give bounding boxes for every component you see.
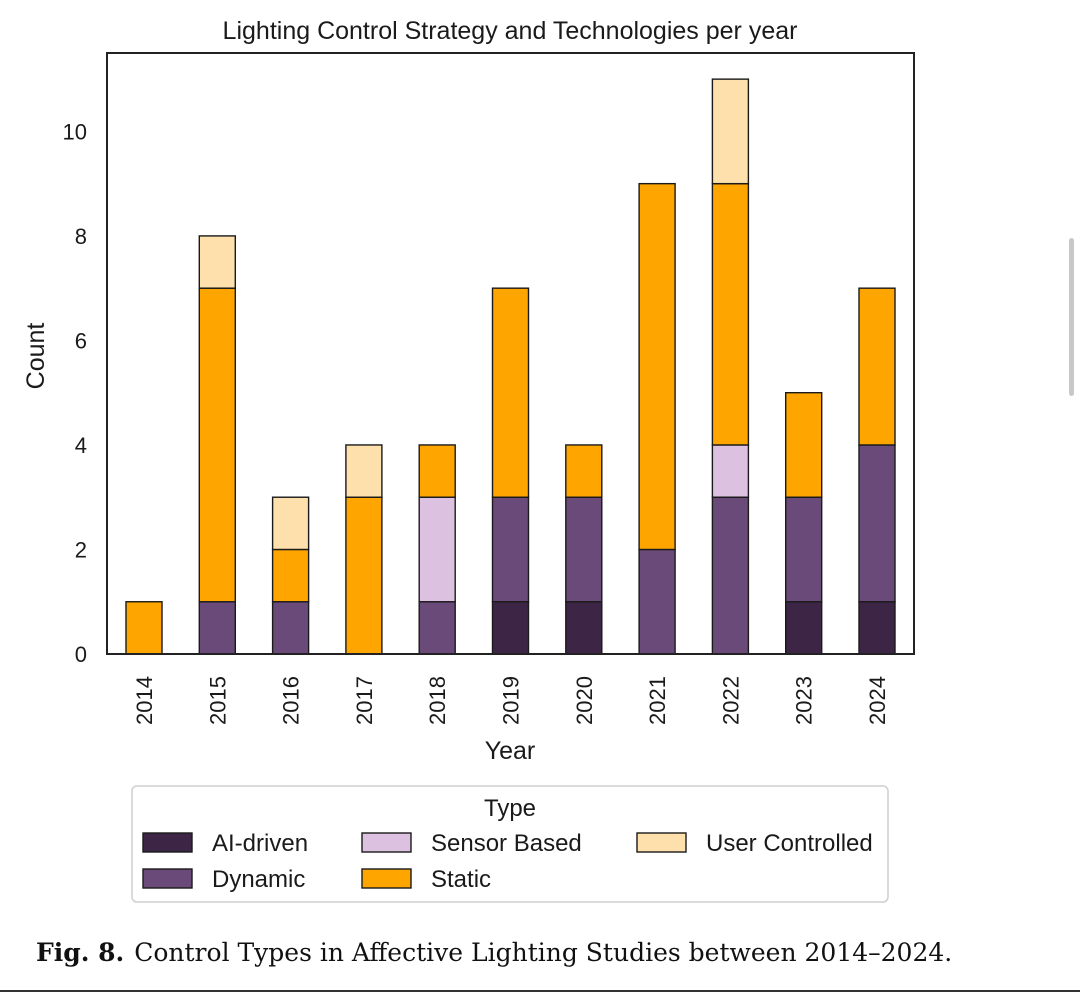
bottom-divider xyxy=(0,990,1080,992)
bar-segment-2024-dynamic xyxy=(858,444,896,603)
legend-entry: AI-driven xyxy=(212,830,308,857)
bar-segment-2024-static xyxy=(858,287,896,446)
legend: Type AI-driven Dynamic Sensor Based Static U… xyxy=(131,785,889,903)
bar-segment-2022-dynamic xyxy=(711,496,750,655)
legend-swatch xyxy=(361,868,412,889)
bar-segment-2016-user-controlled xyxy=(271,496,310,551)
y-tick-label: 4 xyxy=(75,433,87,458)
bar-segment-2023-static xyxy=(785,391,823,498)
x-tick-label: 2021 xyxy=(645,676,670,725)
bar-segment-2022-user-controlled xyxy=(711,78,750,185)
x-tick-label: 2019 xyxy=(499,676,524,725)
legend-swatch xyxy=(142,868,193,889)
bar-segment-2018-dynamic xyxy=(418,601,456,655)
x-tick-label: 2024 xyxy=(865,676,890,725)
y-tick-label: 10 xyxy=(63,119,87,144)
legend-frame xyxy=(131,785,889,903)
y-tick-label: 6 xyxy=(75,328,87,353)
x-tick-label: 2023 xyxy=(792,676,817,725)
legend-swatch xyxy=(361,832,412,853)
bar-segment-2023-ai-driven xyxy=(785,601,823,655)
bar-segment-2015-static xyxy=(198,287,237,603)
bar-segment-2017-static xyxy=(345,496,383,655)
bar-segment-2019-dynamic xyxy=(491,496,530,603)
bar-segment-2015-dynamic xyxy=(198,601,237,655)
bar-segment-2018-sensor-based xyxy=(418,496,456,603)
figure-caption-text: Control Types in Affective Lighting Stud… xyxy=(134,938,953,967)
x-tick-label: 2016 xyxy=(279,676,304,725)
bars xyxy=(125,78,896,655)
bar-segment-2020-dynamic xyxy=(565,496,603,603)
figure-caption: Fig. 8. Control Types in Affective Lighti… xyxy=(36,938,952,967)
x-tick-label: 2018 xyxy=(425,676,450,725)
scrollbar-thumb[interactable] xyxy=(1069,238,1074,396)
bar-segment-2021-dynamic xyxy=(638,548,676,655)
bar-segment-2022-static xyxy=(711,182,750,446)
x-tick-label: 2017 xyxy=(352,676,377,725)
y-tick-label: 2 xyxy=(75,537,87,562)
x-tick-label: 2022 xyxy=(718,676,743,725)
x-tick-label: 2014 xyxy=(132,676,157,725)
bar-segment-2024-ai-driven xyxy=(858,601,896,655)
figure-caption-label: Fig. 8. xyxy=(36,938,125,967)
legend-entry: User Controlled xyxy=(706,830,873,857)
legend-entry: Sensor Based xyxy=(431,830,582,857)
chart-title: Lighting Control Strategy and Technologi… xyxy=(223,17,798,45)
y-tick-label: 0 xyxy=(75,642,87,667)
y-tick-label: 8 xyxy=(75,224,87,249)
plot-frame xyxy=(106,52,915,655)
legend-entry: Static xyxy=(431,866,491,893)
x-axis-label: Year xyxy=(485,737,536,765)
bar-segment-2020-static xyxy=(565,444,603,498)
bar-segment-2023-dynamic xyxy=(785,496,823,603)
legend-swatch xyxy=(142,832,193,853)
bar-segment-2020-ai-driven xyxy=(565,601,603,655)
x-axis-ticks: 2014 2015 2016 2017 2018 2019 2020 2021 2022 2023… xyxy=(132,676,890,725)
bar-segment-2019-static xyxy=(491,287,530,498)
y-axis-ticks: 0 2 4 6 8 10 xyxy=(63,119,87,667)
bar-segment-2016-dynamic xyxy=(271,601,310,655)
bar-segment-2016-static xyxy=(271,548,310,603)
bar-segment-2021-static xyxy=(638,182,676,551)
bar-segment-2018-static xyxy=(418,444,456,498)
legend-entry: Dynamic xyxy=(212,866,305,893)
x-tick-label: 2015 xyxy=(205,676,230,725)
bar-segment-2022-sensor-based xyxy=(711,444,750,498)
bar-segment-2015-user-controlled xyxy=(198,235,237,289)
bar-segment-2017-user-controlled xyxy=(345,444,383,498)
bar-segment-2019-ai-driven xyxy=(491,601,530,655)
legend-title: Type xyxy=(484,795,536,822)
y-axis-label: Count xyxy=(22,323,50,390)
x-tick-label: 2020 xyxy=(572,676,597,725)
legend-swatch xyxy=(636,832,687,853)
bar-segment-2014-static xyxy=(125,601,163,655)
